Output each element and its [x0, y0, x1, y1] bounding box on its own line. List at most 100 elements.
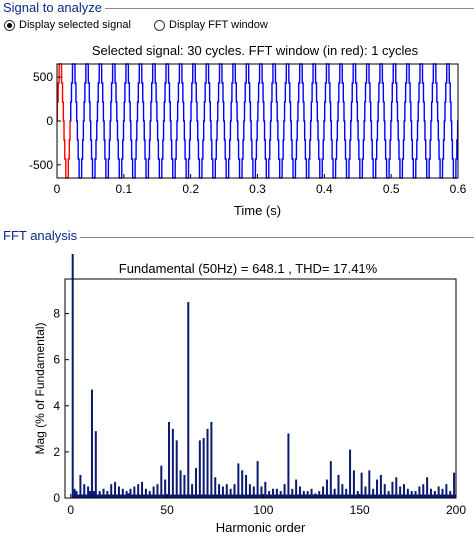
fft-harmonic-bar [102, 488, 105, 498]
radio-checked-icon [4, 19, 15, 31]
fft-harmonic-bar [206, 428, 209, 498]
fft-harmonic-bar [214, 477, 217, 498]
fft-harmonic-bar [352, 470, 355, 498]
fft-harmonic-bar [75, 491, 78, 498]
fft-harmonic-bar [256, 461, 259, 498]
fft-harmonic-bar [245, 474, 248, 498]
fft-y-tick-label: 2 [53, 445, 60, 459]
signal-x-tick-label: 0.6 [450, 182, 467, 196]
fft-harmonic-bar [121, 488, 124, 498]
signal-x-axis-label: Time (s) [234, 203, 281, 218]
fft-harmonic-bar [233, 484, 236, 498]
fft-harmonic-bar [406, 488, 409, 498]
fft-x-axis-label: Harmonic order [216, 520, 306, 535]
fft-harmonic-bar [83, 484, 86, 498]
fft-x-tick-label: 0 [67, 503, 74, 517]
fft-harmonic-bar [125, 491, 128, 498]
signal-x-tick-label: 0.4 [316, 182, 333, 196]
signal-panel-title: Signal to analyze [0, 1, 106, 15]
fft-harmonic-bar [403, 484, 405, 498]
fft-harmonic-bar [237, 463, 240, 498]
fft-plot-area [65, 279, 456, 498]
fft-harmonic-bar [368, 470, 371, 498]
fft-harmonic-bar [275, 488, 278, 498]
fft-harmonic-bar [221, 486, 224, 498]
fft-harmonic-bar [376, 479, 379, 498]
fft-harmonic-bar [449, 491, 452, 498]
fft-harmonic-bar [160, 465, 163, 498]
fft-x-tick-label: 150 [350, 503, 370, 517]
fft-harmonic-bar [90, 389, 93, 498]
fft-x-tick-label: 200 [446, 503, 466, 517]
signal-y-tick-label: 500 [33, 70, 53, 84]
fft-harmonic-bar [433, 491, 436, 498]
display-fft-window-radio[interactable]: Display FFT window [154, 19, 268, 31]
fft-harmonic-bar [298, 486, 301, 498]
fft-harmonic-bar [337, 474, 340, 498]
fft-harmonic-bar [287, 433, 290, 498]
fft-harmonic-bar [445, 484, 448, 498]
fft-harmonic-bar [127, 493, 130, 498]
fft-harmonic-bar [441, 488, 444, 498]
fft-harmonic-bar [349, 449, 352, 498]
fft-y-tick-label: 0 [53, 491, 60, 505]
fft-harmonic-bar [218, 484, 221, 498]
fft-harmonic-bar [241, 470, 244, 498]
fft-harmonic-bar [168, 421, 171, 498]
radio-unchecked-icon [154, 19, 165, 31]
fft-caption: Fundamental (50Hz) = 648.1 , THD= 17.41% [118, 261, 378, 276]
fft-harmonic-bar [152, 486, 155, 498]
fft-panel-title: FFT analysis [0, 229, 81, 243]
fft-harmonic-bar [283, 484, 286, 498]
fft-harmonic-bar [302, 491, 305, 498]
fft-harmonic-bar [310, 488, 313, 498]
fft-harmonic-bar [129, 488, 132, 498]
fft-harmonic-bar [260, 486, 263, 498]
fft-harmonic-bar [395, 477, 398, 498]
fft-harmonic-bar [94, 431, 97, 498]
fft-harmonic-bar [268, 491, 271, 498]
fft-harmonic-bar [333, 488, 336, 498]
fft-harmonic-bar [414, 491, 417, 498]
fft-harmonic-bar [202, 438, 205, 498]
fft-harmonic-bar [437, 486, 440, 498]
fft-harmonic-bar [110, 484, 113, 498]
signal-panel-border [0, 8, 474, 9]
display-selected-signal-radio[interactable]: Display selected signal [4, 19, 131, 31]
signal-x-tick-label: 0.5 [383, 182, 400, 196]
fft-harmonic-bar [133, 486, 136, 498]
fft-harmonic-bar [114, 481, 117, 498]
fft-harmonic-bar [360, 472, 363, 498]
fft-harmonic-bar [71, 254, 74, 498]
fft-harmonic-bar [379, 474, 382, 498]
fft-harmonic-bar [422, 484, 425, 498]
fft-y-tick-label: 4 [53, 399, 60, 413]
fft-harmonic-bar [187, 302, 190, 498]
fft-harmonic-bar [106, 491, 109, 498]
fft-harmonic-bar [341, 484, 344, 498]
fft-harmonic-bar [325, 479, 328, 498]
fft-harmonic-bar [171, 428, 174, 498]
fft-harmonic-bar [164, 479, 167, 498]
signal-y-tick-label: -500 [29, 158, 53, 172]
fft-harmonic-bar [144, 488, 147, 498]
fft-harmonic-bar [89, 491, 92, 498]
fft-harmonic-bar [295, 479, 298, 498]
fft-harmonic-bar [383, 484, 386, 498]
fft-harmonic-bar [364, 486, 367, 498]
fft-harmonic-bar [264, 481, 267, 498]
fft-y-tick-label: 6 [53, 353, 60, 367]
fft-harmonic-bar [73, 488, 76, 498]
signal-y-tick-label: 0 [46, 114, 53, 128]
fft-harmonic-bar [418, 486, 421, 498]
fft-harmonic-bar [87, 486, 90, 498]
signal-x-tick-label: 0 [54, 182, 61, 196]
fft-x-tick-label: 50 [160, 503, 174, 517]
fft-harmonic-bar [183, 474, 186, 498]
fft-y-axis-label: Mag (% of Fundamental) [33, 322, 47, 454]
fft-harmonic-bar [387, 491, 390, 498]
fft-harmonic-bar [372, 488, 375, 498]
fft-harmonic-bar [117, 486, 120, 498]
fft-y-tick-label: 8 [53, 307, 60, 321]
fft-harmonic-bar [92, 491, 95, 498]
